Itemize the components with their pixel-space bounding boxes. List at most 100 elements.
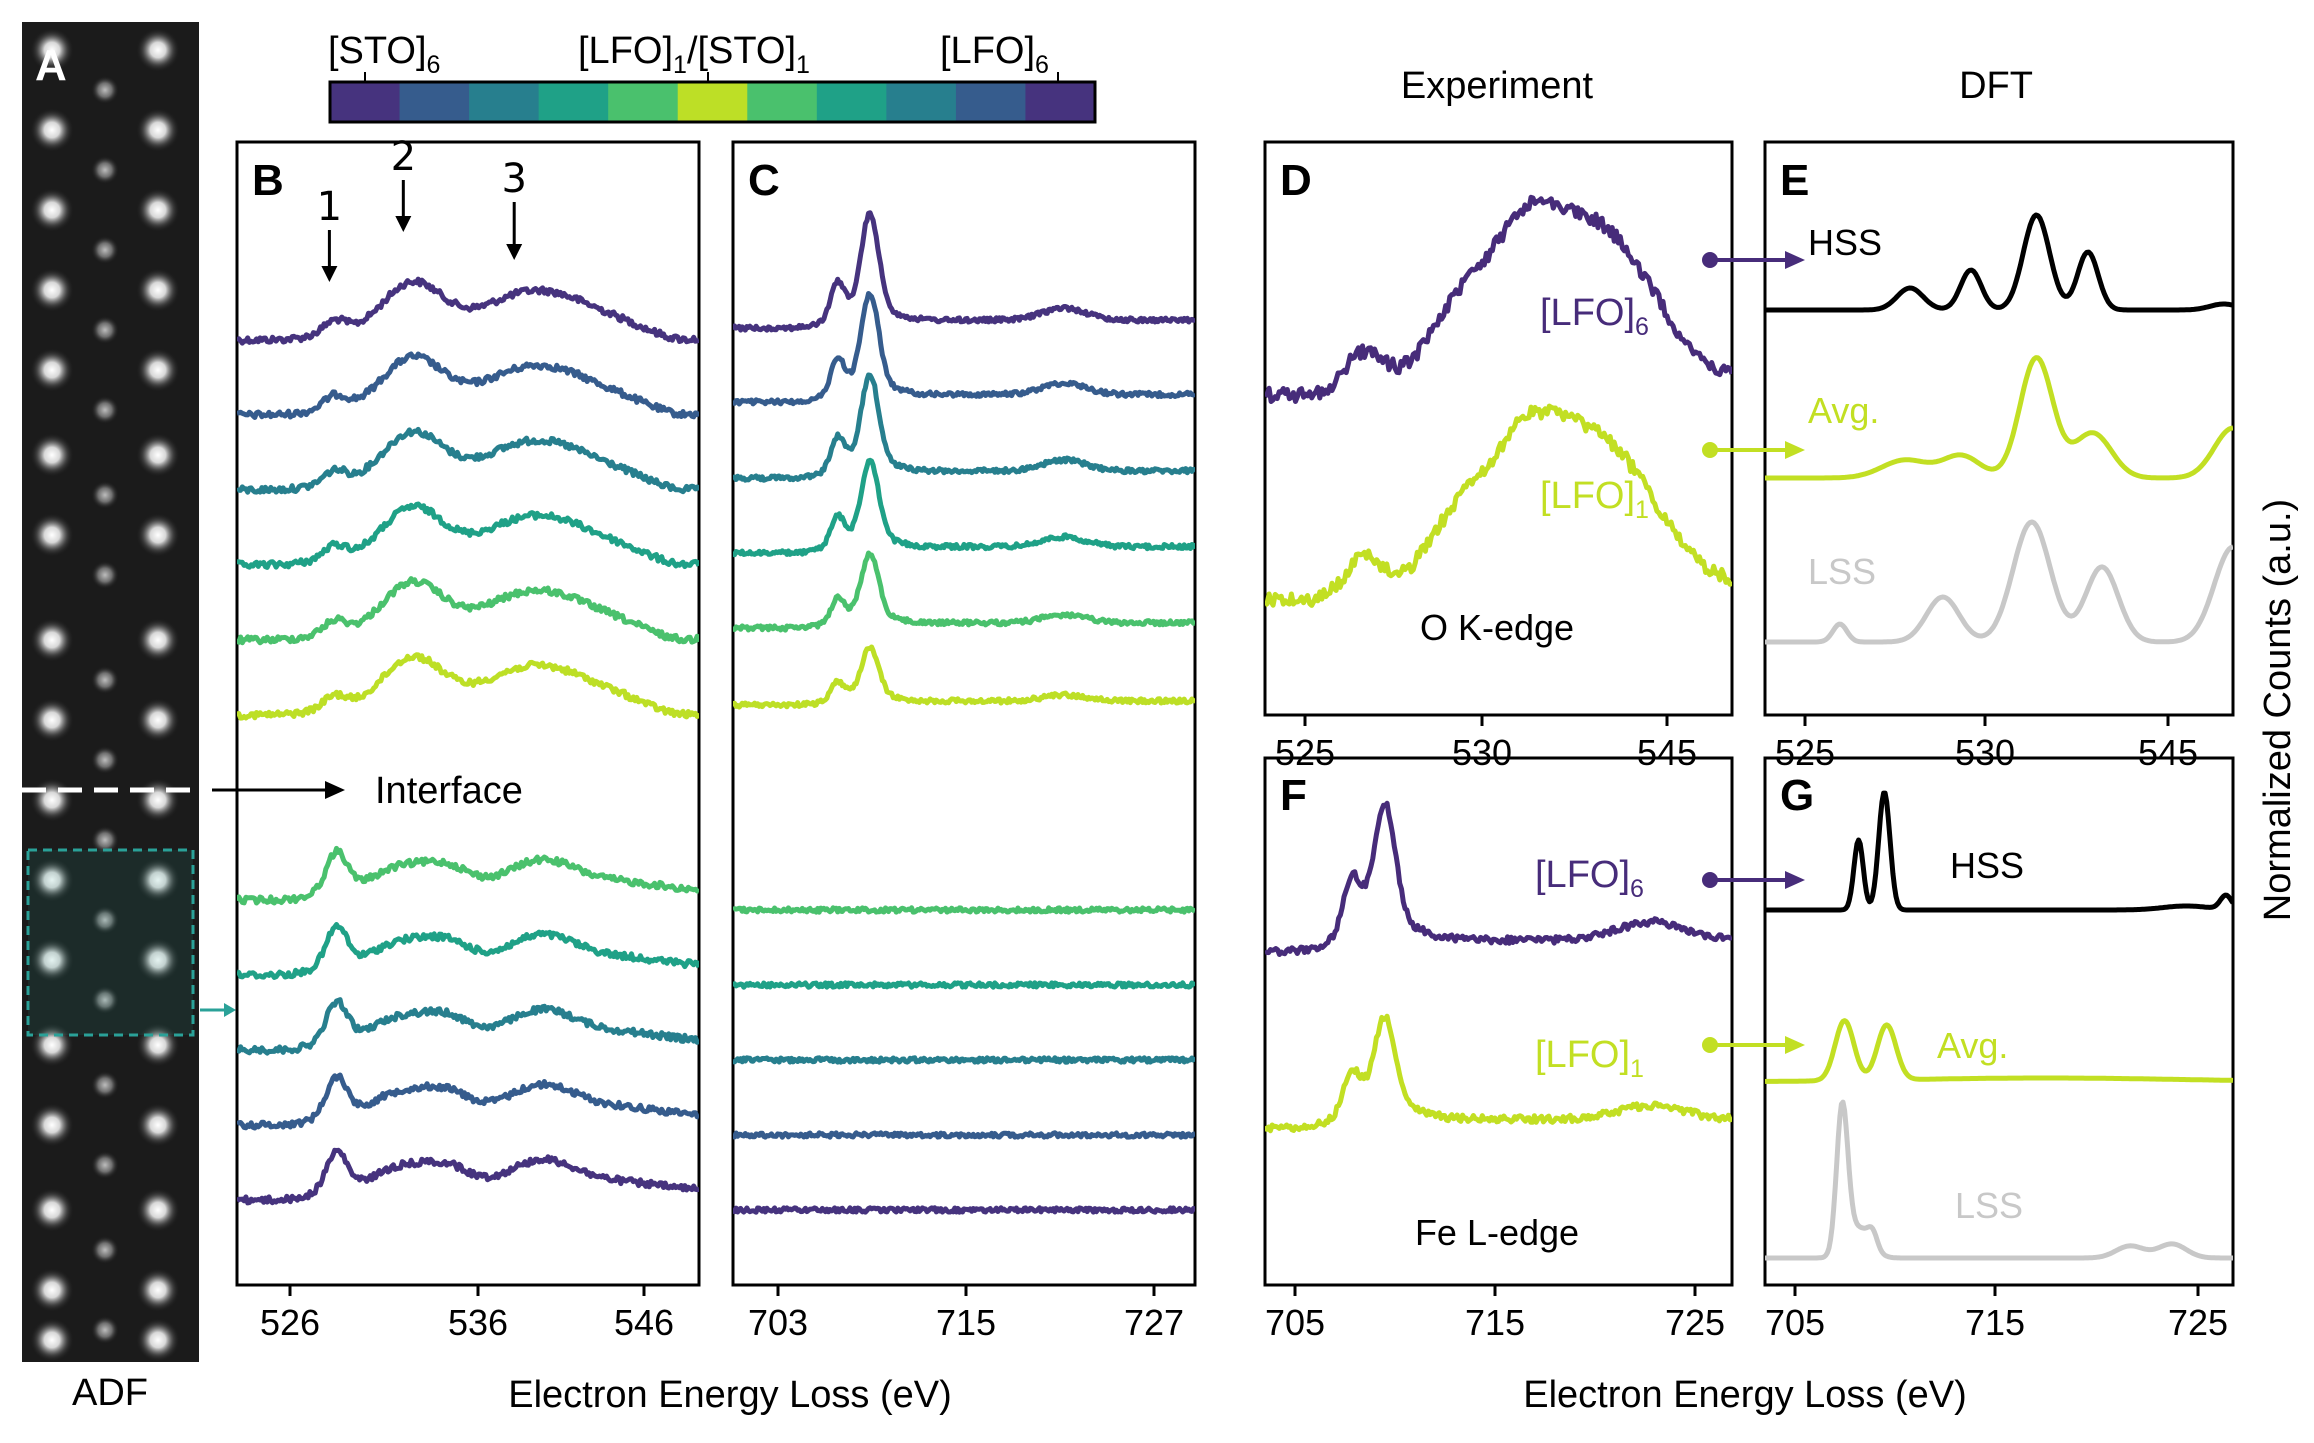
panel-e-tick-label: 545	[2138, 732, 2198, 773]
atom-small	[91, 396, 119, 424]
panel-e-spectra	[1765, 212, 2233, 645]
xlabel-left: Electron Energy Loss (eV)	[508, 1374, 952, 1416]
peak-arrow-label: 3	[501, 156, 526, 202]
colorbar-segment	[538, 82, 609, 122]
panel-b-spectrum	[237, 351, 699, 420]
panel-b-spectrum	[237, 1147, 699, 1206]
atom	[30, 618, 74, 662]
axis-ticks: 526 536 546 703 715 727 525 530 545 525 530 545 705 7…	[260, 715, 2228, 1343]
peak-arrow-3: 3	[501, 156, 527, 260]
panel-c-spectrum	[733, 457, 1195, 558]
panel-b-tick-label: 526	[260, 1302, 320, 1343]
colorbar-frame	[328, 80, 1097, 124]
atom-small	[91, 236, 119, 264]
atom	[30, 778, 74, 822]
panel-c-spectrum	[733, 372, 1195, 483]
panel-c-spectrum	[733, 1205, 1195, 1215]
panel-b-spectra	[237, 276, 699, 1206]
selection-box	[26, 848, 195, 1037]
atom	[30, 1188, 74, 1232]
interface-label: Interface	[375, 770, 523, 812]
f-label-lfo1: [LFO]1	[1535, 1034, 1644, 1083]
panel-c-tick-label: 715	[936, 1302, 996, 1343]
colorbar-segment	[816, 82, 887, 122]
panel-b-spectrum	[237, 845, 699, 906]
atom	[136, 268, 180, 312]
atom	[136, 698, 180, 742]
atom	[30, 433, 74, 477]
xlabel-right: Electron Energy Loss (eV)	[1523, 1374, 1967, 1416]
panel-d-spectrum-lfo6	[1265, 194, 1732, 404]
adf-atoms	[30, 28, 180, 1362]
panel-d-tick-label: 530	[1452, 732, 1512, 773]
panel-c-spectra	[733, 210, 1195, 1215]
atom-small	[91, 156, 119, 184]
panel-e-spectrum-lss	[1765, 519, 2233, 645]
fe-l-edge-label: Fe L-edge	[1415, 1212, 1579, 1253]
panel-a-adf-image: A	[22, 22, 199, 1362]
panel-d-spectrum-lfo1	[1265, 403, 1732, 608]
peak-arrow-label: 2	[391, 134, 416, 180]
panel-d-tick-label: 525	[1275, 732, 1335, 773]
panel-g-frame	[1763, 756, 2235, 1287]
atom	[136, 513, 180, 557]
atom	[136, 28, 180, 72]
peak-arrow-1: 1	[317, 184, 342, 282]
atom	[136, 858, 180, 902]
atom-small	[91, 906, 119, 934]
colorbar-segment	[1025, 82, 1096, 122]
atom	[136, 1188, 180, 1232]
panel-g-tick-label: 705	[1765, 1302, 1825, 1343]
atom	[136, 618, 180, 662]
colorbar-label-sto6: [STO]6	[328, 30, 440, 79]
atom	[30, 938, 74, 982]
colorbar	[328, 72, 1097, 124]
atom	[136, 188, 180, 232]
d-label-lfo6: [LFO]6	[1540, 292, 1649, 341]
atom	[136, 433, 180, 477]
e-label-avg: Avg.	[1808, 390, 1879, 431]
colorbar-segment	[677, 82, 748, 122]
panel-c-spectrum	[733, 291, 1195, 407]
panel-c-spectrum	[733, 1130, 1195, 1140]
colorbar-segment	[330, 82, 401, 122]
atom	[136, 1103, 180, 1147]
panel-letter-d: D	[1280, 156, 1312, 205]
panel-e-spectrum-avg	[1765, 355, 2233, 481]
atom-small	[91, 826, 119, 854]
colorbar-segment	[608, 82, 679, 122]
panel-b-spectrum	[237, 276, 699, 346]
atom	[30, 858, 74, 902]
panel-c-frame	[731, 140, 1197, 1287]
colorbar-segment	[469, 82, 540, 122]
atom-small	[91, 1151, 119, 1179]
atom	[136, 348, 180, 392]
o-k-edge-label: O K-edge	[1420, 607, 1574, 648]
panel-c-spectrum	[733, 1055, 1195, 1065]
e-label-hss: HSS	[1808, 222, 1882, 263]
panel-g-spectrum-lss	[1765, 1099, 2233, 1261]
panel-letter-g: G	[1780, 771, 1814, 820]
atom	[30, 28, 74, 72]
panel-b-spectrum	[237, 576, 699, 646]
panel-c-spectrum	[733, 644, 1195, 710]
colorbar-label-mid: [LFO]1/[STO]1	[578, 30, 810, 79]
atom	[30, 1268, 74, 1312]
ylabel-right: Normalized Counts (a.u.)	[2257, 499, 2299, 921]
panel-b-peak-arrows: 1 2 3	[317, 134, 527, 282]
panel-c-spectrum	[733, 210, 1195, 333]
panel-g-spectra	[1765, 790, 2233, 1261]
panel-f-spectrum-lfo1	[1265, 1013, 1732, 1134]
panel-b-tick-label: 546	[614, 1302, 674, 1343]
panel-f-tick-label: 725	[1665, 1302, 1725, 1343]
atom-small	[91, 481, 119, 509]
panel-b-spectrum	[237, 652, 699, 721]
atom-small	[91, 316, 119, 344]
g-label-hss: HSS	[1950, 845, 2024, 886]
atom	[30, 348, 74, 392]
colorbar-segment	[955, 82, 1027, 122]
panel-g-spectrum-avg	[1765, 1018, 2233, 1084]
panel-f-spectra	[1265, 800, 1732, 1134]
panel-e-tick-label: 525	[1775, 732, 1835, 773]
panel-b-spectrum	[237, 501, 699, 570]
